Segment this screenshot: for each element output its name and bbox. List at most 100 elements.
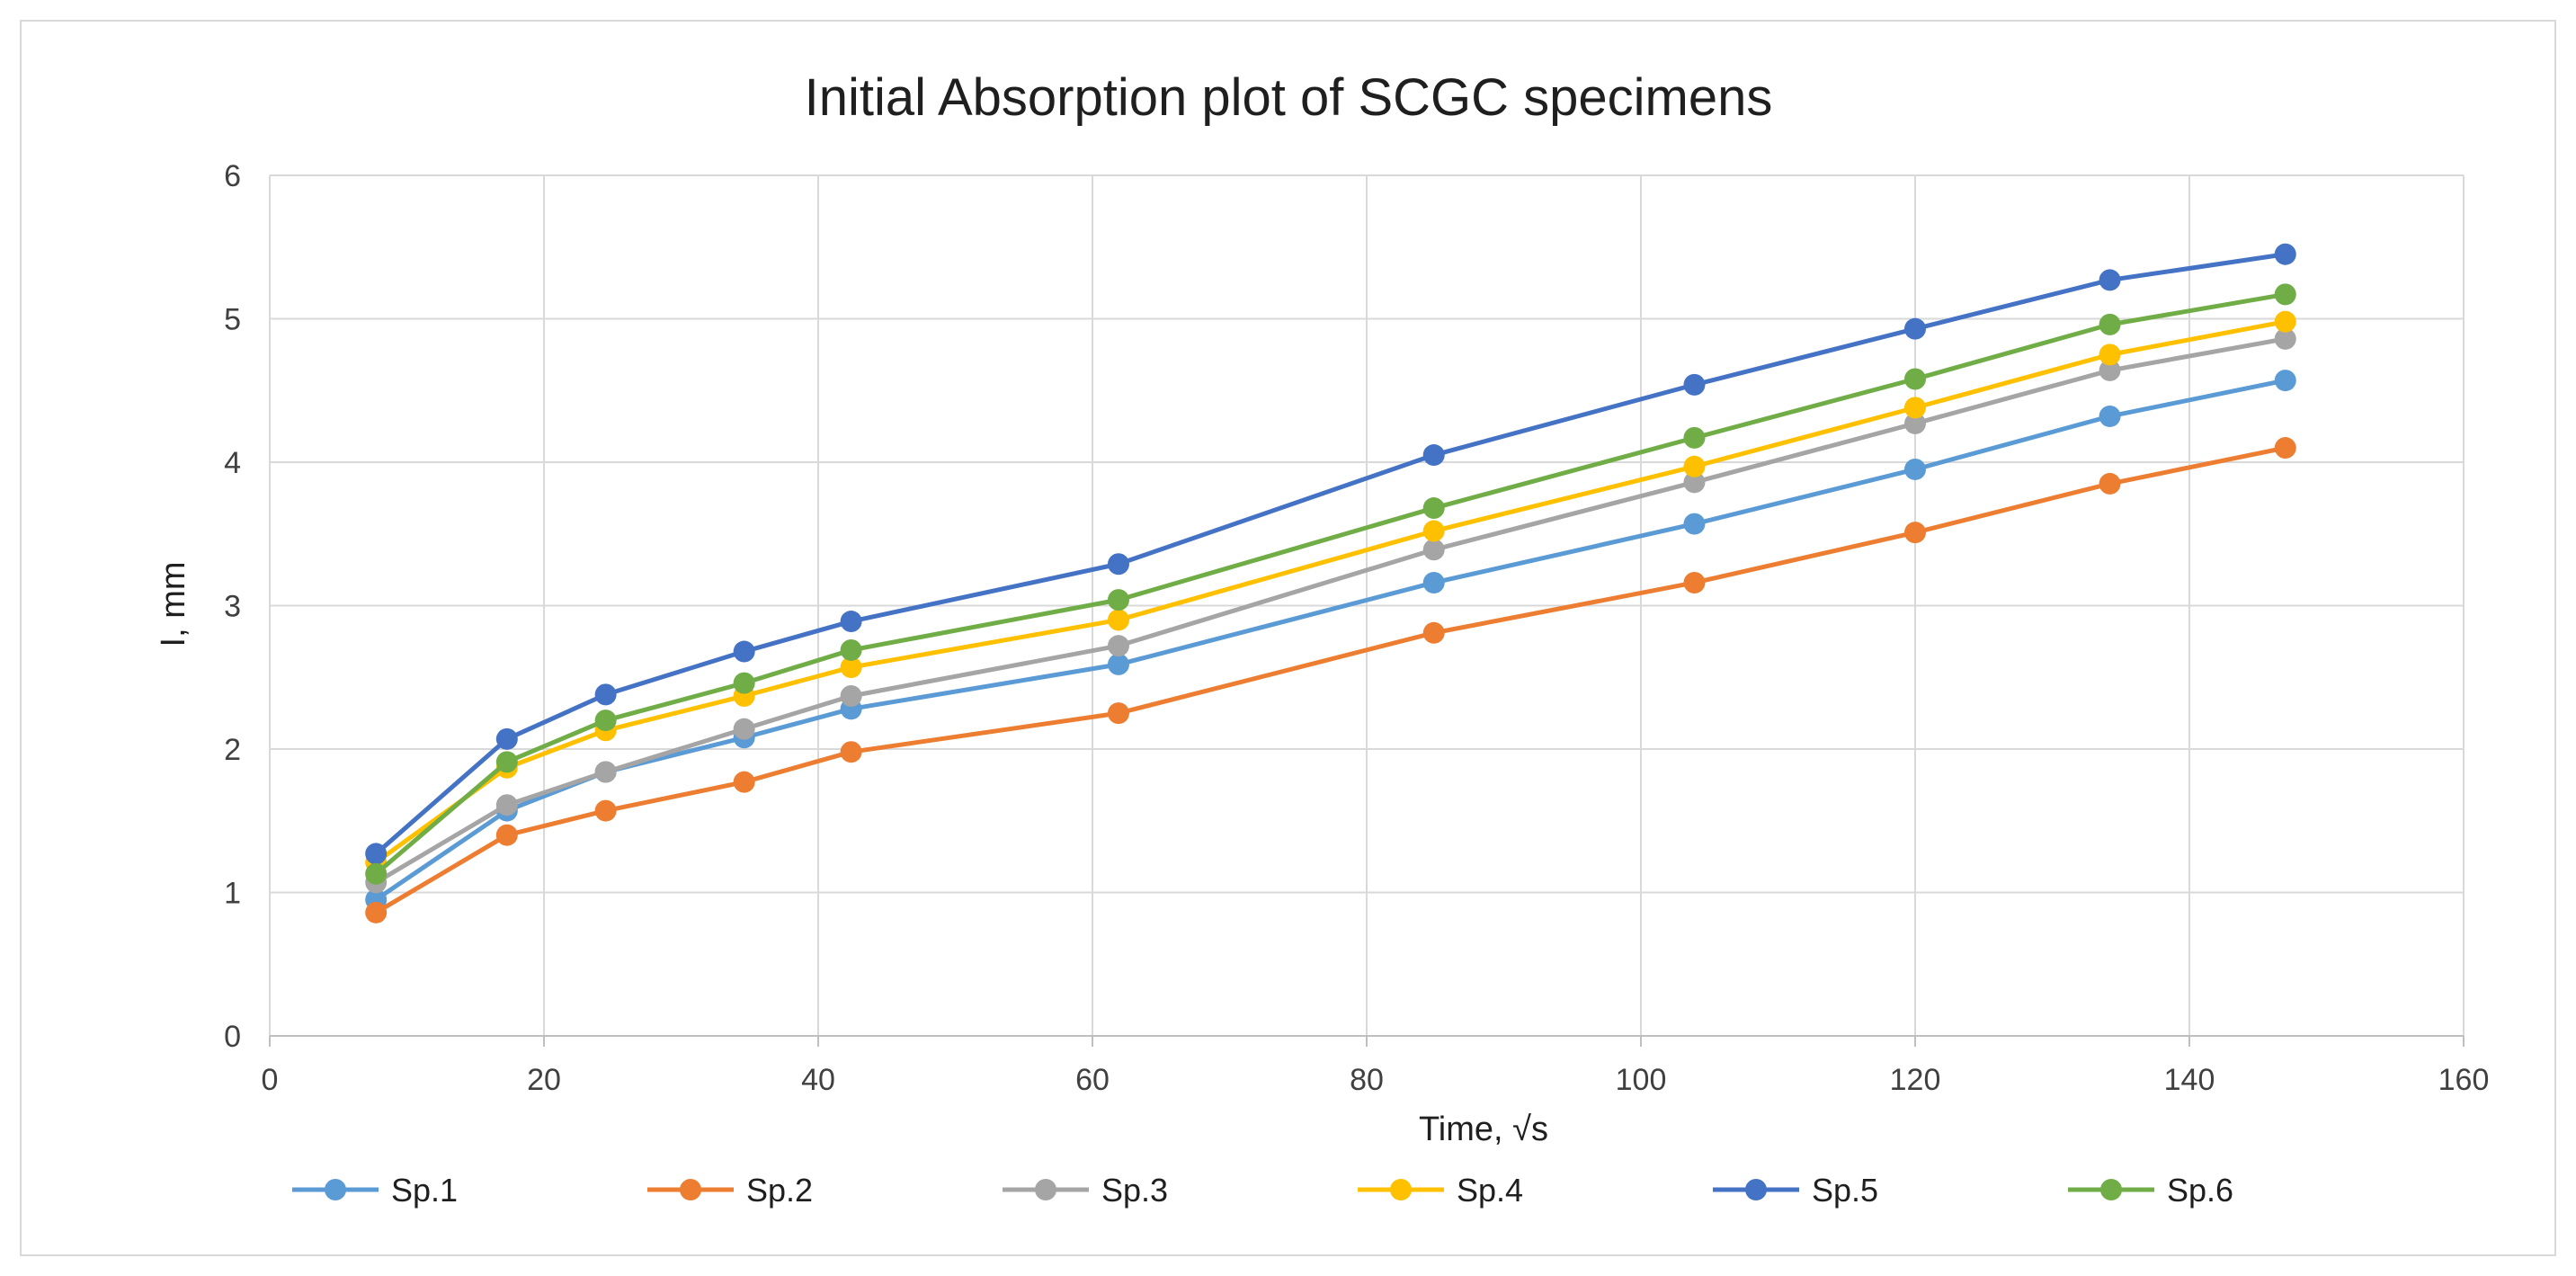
data-point bbox=[1107, 553, 1129, 576]
data-point bbox=[1422, 520, 1445, 542]
legend-item-sp1: Sp.1 bbox=[292, 1172, 458, 1209]
data-point bbox=[1683, 455, 1706, 477]
legend-item-sp2: Sp.2 bbox=[647, 1172, 813, 1209]
data-point bbox=[2274, 327, 2296, 350]
data-point bbox=[1904, 317, 1926, 340]
x-tick-label: 60 bbox=[1075, 1063, 1110, 1097]
legend: Sp.1 Sp.2 Sp.3 Sp.4 Sp.5 Sp.6 bbox=[292, 1172, 2233, 1209]
data-point bbox=[1107, 702, 1129, 725]
legend-marker bbox=[1390, 1179, 1412, 1200]
legend-item-sp6: Sp.6 bbox=[2068, 1172, 2233, 1209]
data-point bbox=[1422, 539, 1445, 561]
data-point bbox=[2274, 310, 2296, 333]
series-line bbox=[374, 445, 2286, 915]
series-line bbox=[374, 252, 2286, 856]
data-point bbox=[2274, 437, 2296, 460]
data-point bbox=[840, 638, 862, 661]
y-tick-label: 2 bbox=[224, 733, 241, 767]
series-line bbox=[374, 378, 2286, 902]
x-tick-label: 160 bbox=[2438, 1063, 2490, 1097]
data-point bbox=[594, 799, 617, 822]
legend-marker bbox=[1745, 1179, 1767, 1200]
series-line bbox=[374, 291, 2286, 876]
legend-label: Sp.1 bbox=[391, 1172, 458, 1209]
data-point bbox=[1107, 653, 1129, 675]
x-tick-label: 120 bbox=[1890, 1063, 1941, 1097]
data-point bbox=[1422, 497, 1445, 520]
chart-frame bbox=[20, 20, 2556, 1256]
legend-item-sp3: Sp.3 bbox=[1003, 1172, 1168, 1209]
data-point bbox=[2099, 269, 2121, 291]
y-axis-title: I, mm bbox=[155, 562, 192, 647]
x-tick-label: 20 bbox=[527, 1063, 561, 1097]
data-point bbox=[1683, 426, 1706, 449]
data-point bbox=[1904, 412, 1926, 434]
y-tick-label: 6 bbox=[224, 159, 241, 193]
legend-label: Sp.5 bbox=[1812, 1172, 1878, 1209]
data-point bbox=[1683, 513, 1706, 535]
series bbox=[365, 243, 2296, 924]
series-sp3 bbox=[365, 327, 2296, 894]
series-sp2 bbox=[365, 437, 2296, 924]
series-sp1 bbox=[365, 370, 2296, 911]
x-tick-label: 80 bbox=[1350, 1063, 1384, 1097]
data-point bbox=[840, 741, 862, 763]
data-point bbox=[1904, 522, 1926, 544]
data-point bbox=[365, 843, 388, 865]
data-point bbox=[2274, 370, 2296, 392]
data-point bbox=[733, 718, 755, 740]
data-point bbox=[1683, 471, 1706, 494]
data-point bbox=[1422, 444, 1445, 467]
x-tick-label: 0 bbox=[262, 1063, 279, 1097]
data-point bbox=[1107, 635, 1129, 657]
data-point bbox=[1904, 458, 1926, 480]
data-point bbox=[2274, 243, 2296, 265]
legend-item-sp5: Sp.5 bbox=[1713, 1172, 1878, 1209]
legend-marker bbox=[325, 1179, 346, 1200]
data-point bbox=[1904, 368, 1926, 390]
data-point bbox=[2099, 472, 2121, 495]
legend-label: Sp.4 bbox=[1457, 1172, 1523, 1209]
x-tick-label: 100 bbox=[1616, 1063, 1667, 1097]
data-point bbox=[2099, 313, 2121, 335]
data-point bbox=[1683, 373, 1706, 396]
data-point bbox=[2099, 405, 2121, 427]
y-tick-label: 1 bbox=[224, 877, 241, 911]
data-point bbox=[2274, 283, 2296, 306]
grid bbox=[269, 174, 2465, 1037]
data-point bbox=[495, 824, 518, 846]
data-point bbox=[733, 672, 755, 694]
data-point bbox=[365, 862, 388, 885]
x-tick-label: 40 bbox=[801, 1063, 835, 1097]
data-point bbox=[1107, 609, 1129, 631]
chart-title: Initial Absorption plot of SCGC specimen… bbox=[805, 68, 1773, 127]
data-point bbox=[594, 683, 617, 706]
data-point bbox=[1422, 571, 1445, 593]
data-point bbox=[733, 640, 755, 663]
data-point bbox=[840, 611, 862, 633]
y-tick-label: 5 bbox=[224, 303, 241, 337]
data-point bbox=[2099, 344, 2121, 366]
y-tick-label: 4 bbox=[224, 446, 241, 480]
data-point bbox=[733, 771, 755, 793]
y-tick-label: 3 bbox=[224, 590, 241, 624]
series-sp5 bbox=[365, 243, 2296, 865]
y-tick-label: 0 bbox=[224, 1020, 241, 1054]
legend-label: Sp.3 bbox=[1101, 1172, 1168, 1209]
data-point bbox=[1683, 571, 1706, 593]
data-point bbox=[840, 684, 862, 707]
data-point bbox=[495, 751, 518, 773]
data-point bbox=[1107, 589, 1129, 611]
series-sp6 bbox=[365, 283, 2296, 885]
legend-item-sp4: Sp.4 bbox=[1358, 1172, 1523, 1209]
data-point bbox=[365, 901, 388, 924]
legend-marker bbox=[1035, 1179, 1056, 1200]
legend-label: Sp.2 bbox=[746, 1172, 813, 1209]
x-axis-title: Time, √s bbox=[1419, 1111, 1548, 1148]
x-tick-label: 140 bbox=[2164, 1063, 2215, 1097]
data-point bbox=[495, 727, 518, 750]
data-point bbox=[840, 656, 862, 679]
data-point bbox=[2099, 359, 2121, 381]
